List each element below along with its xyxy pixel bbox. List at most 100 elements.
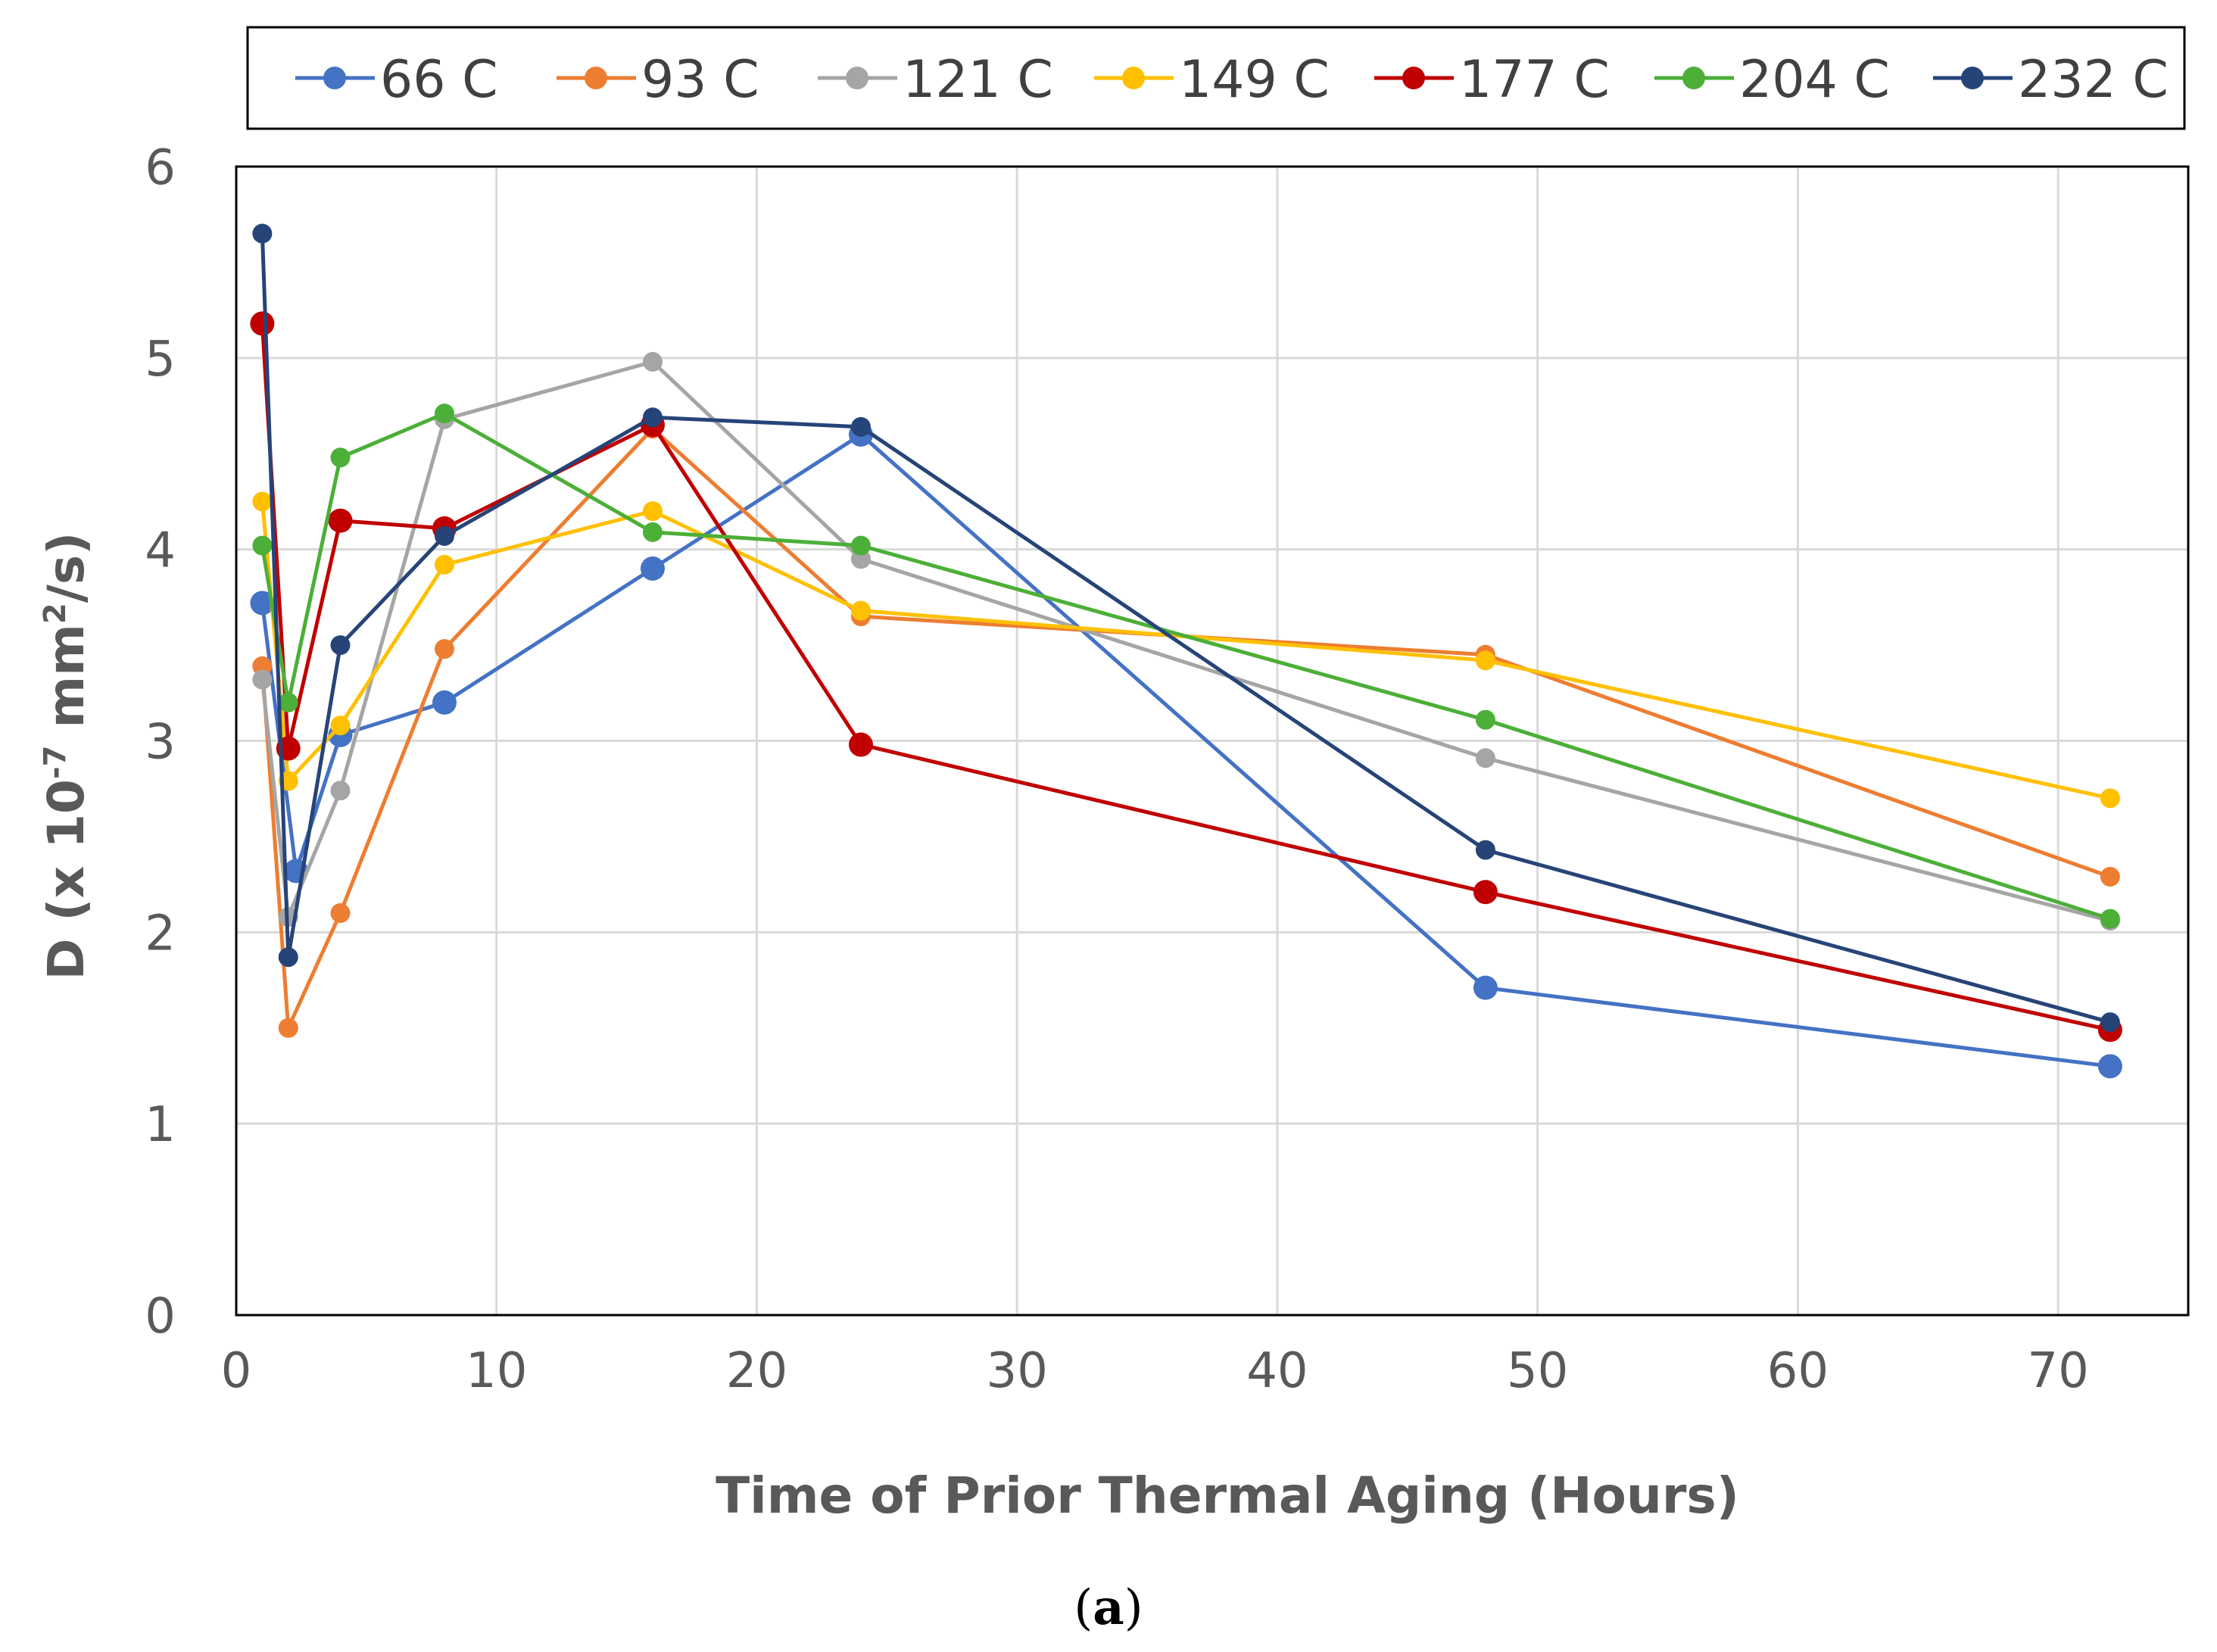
data-point	[250, 311, 275, 336]
data-point	[1473, 880, 1498, 905]
y-tick-label: 4	[145, 523, 176, 579]
data-point	[640, 556, 665, 581]
gridlines	[236, 167, 2188, 1315]
y-tick-label: 2	[145, 905, 176, 962]
y-axis-title-part-2: mm	[37, 624, 95, 746]
data-point	[252, 535, 273, 556]
legend-label: 177 C	[1459, 50, 1610, 110]
data-point	[1475, 840, 1495, 860]
x-tick-label: 70	[2027, 1343, 2088, 1399]
data-point	[252, 223, 273, 244]
y-axis-title: D (x 10-7 mm2/s)	[37, 532, 95, 980]
legend: 66 C 93 C 121 C 149 C 177 C 204 C 232 C	[246, 26, 2186, 130]
legend-entry: 232 C	[1933, 50, 2169, 110]
legend-entry: 177 C	[1374, 50, 1610, 110]
x-axis-ticks: 0 10 20 30 40 50 60 70	[221, 1343, 2089, 1399]
series-line	[260, 501, 2111, 800]
data-point	[330, 781, 351, 801]
data-point	[642, 501, 663, 522]
legend-marker	[585, 67, 607, 89]
y-tick-label: 1	[145, 1097, 176, 1153]
data-point	[330, 447, 351, 468]
data-point	[432, 690, 457, 715]
x-tick-label: 40	[1246, 1343, 1308, 1399]
y-tick-label: 0	[145, 1289, 176, 1345]
data-point	[278, 1018, 298, 1038]
data-point	[1475, 748, 1495, 768]
data-point	[2100, 1012, 2120, 1033]
series-232-c	[252, 223, 2120, 1033]
legend-marker	[1122, 67, 1145, 89]
data-point	[330, 635, 351, 656]
data-point	[2100, 788, 2120, 809]
data-point	[848, 732, 873, 757]
x-tick-label: 0	[221, 1343, 252, 1399]
data-point	[642, 351, 663, 372]
legend-label: 232 C	[2018, 50, 2169, 110]
y-axis-title-part-3: /s)	[37, 532, 95, 603]
data-point	[2100, 909, 2120, 929]
legend-label: 149 C	[1179, 50, 1330, 110]
legend-entry: 66 C	[295, 50, 498, 110]
data-point	[1475, 709, 1495, 730]
x-tick-label: 10	[466, 1343, 527, 1399]
data-point	[850, 600, 871, 621]
data-point	[2097, 1054, 2122, 1079]
series-204-c	[252, 404, 2120, 929]
series-line	[260, 233, 2111, 1024]
data-point	[252, 491, 273, 512]
legend-entry: 204 C	[1654, 50, 1890, 110]
data-point	[330, 715, 351, 736]
x-tick-label: 60	[1767, 1343, 1829, 1399]
series-line	[260, 411, 2111, 921]
data-point	[328, 508, 353, 533]
x-tick-label: 30	[986, 1343, 1047, 1399]
y-tick-label: 3	[145, 715, 176, 771]
x-tick-label: 50	[1507, 1343, 1568, 1399]
data-point	[434, 639, 454, 659]
legend-marker	[323, 67, 346, 89]
data-point	[642, 522, 663, 542]
legend-entry: 121 C	[818, 50, 1053, 110]
plot-area-frame	[235, 165, 2190, 1317]
data-point	[850, 416, 871, 437]
caption-close-paren: )	[1124, 1580, 1143, 1636]
data-point	[642, 407, 663, 428]
legend-marker	[1961, 67, 1984, 89]
legend-label: 121 C	[903, 50, 1053, 110]
data-point	[850, 535, 871, 556]
data-point	[1475, 650, 1495, 671]
data-point	[330, 903, 351, 924]
data-point	[434, 554, 454, 575]
y-axis-title-squared: 2	[38, 603, 73, 624]
y-tick-label: 6	[145, 140, 176, 196]
data-point	[278, 947, 298, 968]
legend-marker	[1402, 67, 1425, 89]
legend-entry: 149 C	[1094, 50, 1330, 110]
data-point	[434, 525, 454, 546]
data-point	[250, 591, 275, 616]
y-tick-label: 5	[145, 332, 176, 388]
legend-label: 66 C	[380, 50, 498, 110]
data-point	[1473, 975, 1498, 1000]
x-tick-label: 20	[726, 1343, 787, 1399]
data-point	[2100, 867, 2120, 887]
y-axis-title-part-1: D (x 10	[37, 779, 95, 980]
y-axis-ticks: 0 1 2 3 4 5 6	[145, 140, 176, 1345]
data-point	[434, 404, 454, 424]
caption-label: a	[1093, 1579, 1124, 1636]
data-point	[252, 669, 273, 690]
legend-items: 66 C 93 C 121 C 149 C 177 C 204 C 232 C	[295, 50, 2169, 110]
legend-label: 93 C	[641, 50, 759, 110]
legend-marker	[1682, 67, 1705, 89]
caption-open-paren: (	[1074, 1580, 1093, 1636]
series-layer	[250, 223, 2122, 1079]
legend-label: 204 C	[1739, 50, 1890, 110]
data-point	[278, 692, 298, 712]
series-line	[260, 432, 2111, 1068]
x-axis-title: Time of Prior Thermal Aging (Hours)	[716, 1467, 1739, 1525]
legend-entry: 93 C	[557, 50, 759, 110]
figure-caption: (a)	[1074, 1579, 1143, 1636]
